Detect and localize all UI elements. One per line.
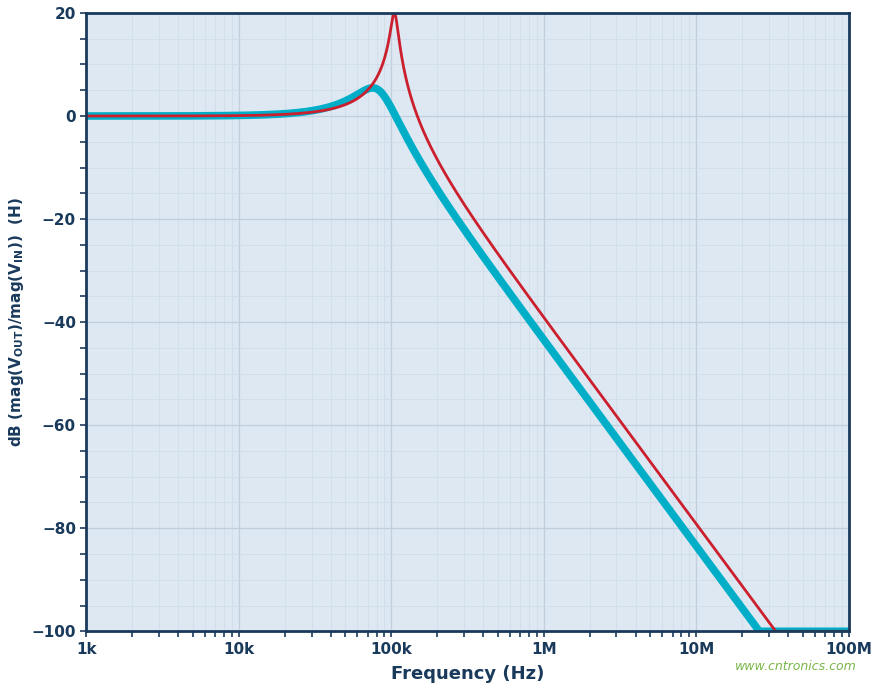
X-axis label: Frequency (Hz): Frequency (Hz) xyxy=(391,665,543,683)
Y-axis label: dB (mag(V$_{\mathregular{OUT}}$)/mag(V$_{\mathregular{IN}}$))  (H): dB (mag(V$_{\mathregular{OUT}}$)/mag(V$_… xyxy=(7,197,26,447)
Text: www.cntronics.com: www.cntronics.com xyxy=(734,660,856,673)
